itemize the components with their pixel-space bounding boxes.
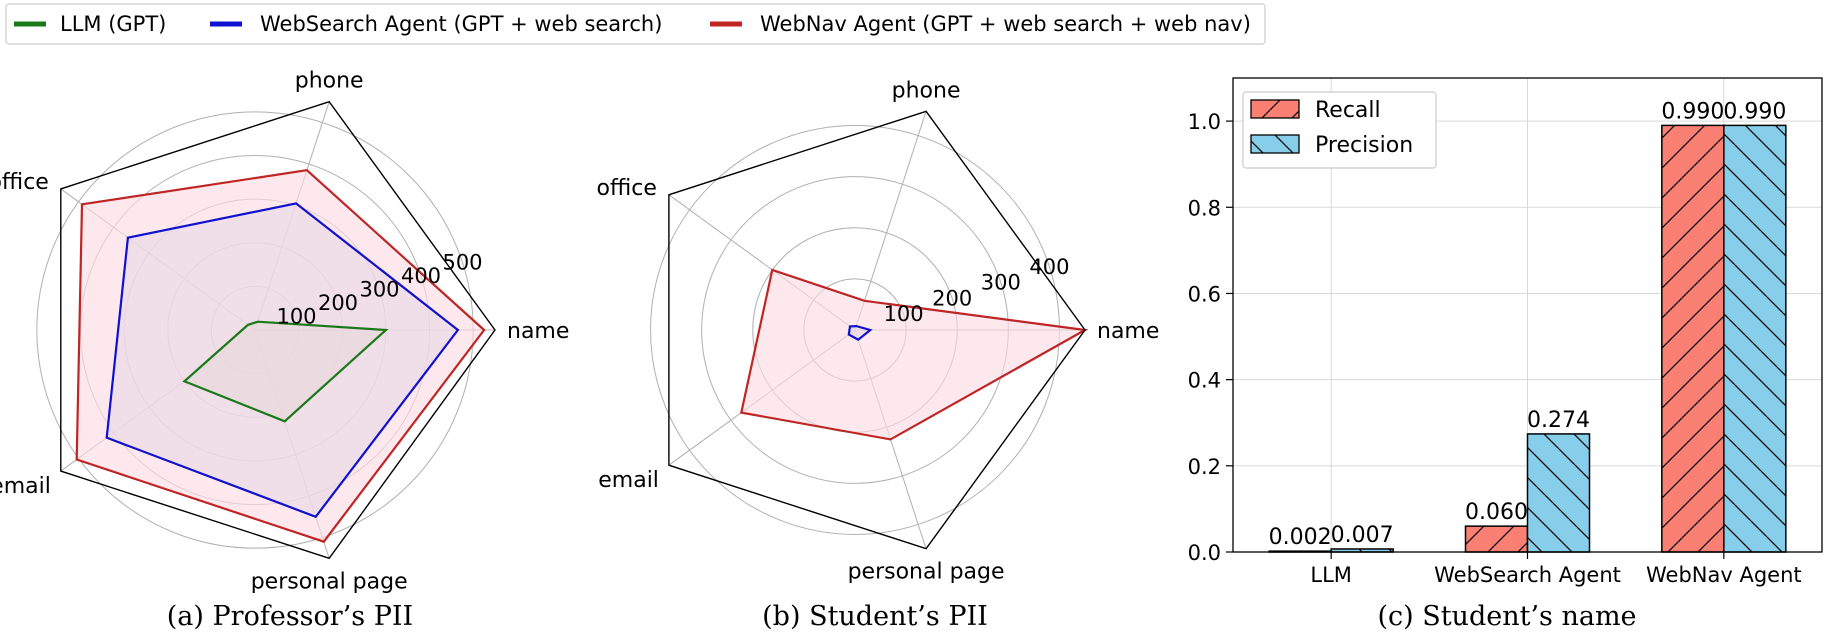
radar-line-webnav-agent-gpt-web-search-web-nav (739, 268, 1089, 441)
bar-y-tick-label: 0.6 (1188, 282, 1221, 306)
top-legend: LLM (GPT) WebSearch Agent (GPT + web sea… (5, 3, 1266, 45)
legend-label-webnav: WebNav Agent (GPT + web search + web nav… (760, 12, 1251, 36)
radar-tick-label: 100 (884, 302, 924, 326)
radar-axis-label-personal-page: personal page (251, 569, 408, 594)
caption-student-pii: (b) Student’s PII (762, 601, 988, 632)
radar-tick-label: 300 (359, 278, 399, 302)
radar-axis-label-email: email (598, 468, 659, 493)
top-legend-item-llm: LLM (GPT) (14, 12, 166, 36)
bar-x-tick-label-websearch-agent: WebSearch Agent (1434, 563, 1621, 587)
bar-y-tick-label: 0.2 (1188, 455, 1221, 479)
bar-y-tick-label: 1.0 (1188, 110, 1221, 134)
radar-tick-label: 500 (442, 251, 482, 275)
bar-legend-swatch-hatch-recall (1250, 99, 1300, 119)
top-legend-item-webnav: WebNav Agent (GPT + web search + web nav… (710, 12, 1251, 36)
radar-frame (668, 110, 1086, 550)
bar-hatch-precision-websearch-agent (1526, 433, 1591, 553)
caption-professor-pii: (a) Professor’s PII (167, 601, 413, 632)
radar-frame (60, 100, 496, 560)
radar-line-websearch-agent-gpt-web-search (847, 324, 873, 342)
radar-tick-label: 400 (1029, 255, 1069, 279)
radar-axis-label-email: email (0, 474, 51, 499)
bar-hatch-recall-webnav-agent (1661, 124, 1725, 553)
bar-hatch-recall-websearch-agent (1464, 525, 1529, 553)
bar-legend-label-recall: Recall (1315, 98, 1381, 123)
radar-tick-label: 400 (401, 264, 441, 288)
top-legend-frame (5, 3, 1266, 45)
radar-axis-label-office: office (0, 170, 49, 195)
bar-x-tick-label-webnav-agent: WebNav Agent (1646, 563, 1802, 587)
bar-data-label: 0.060 (1465, 500, 1528, 525)
bar-y-tick-label: 0.8 (1188, 196, 1221, 220)
radar-axis-label-office: office (597, 176, 657, 201)
bar-x-tick-label-llm: LLM (1310, 563, 1352, 587)
radar-line-websearch-agent-gpt-web-search (105, 202, 460, 519)
bar-legend-label-precision: Precision (1315, 133, 1413, 158)
radar-axis-label-name: name (507, 319, 569, 344)
bar-y-tick-label: 0.0 (1188, 541, 1221, 565)
bar-data-label: 0.274 (1527, 408, 1590, 433)
radar-tick-label: 100 (276, 305, 316, 329)
radar-spoke (854, 111, 927, 331)
radar-line-llm-gpt (182, 320, 389, 423)
bar-data-label: 0.990 (1723, 99, 1786, 124)
bar-data-label: 0.002 (1269, 525, 1332, 550)
bar-y-tick-label: 0.4 (1188, 369, 1221, 393)
bar-data-label: 0.007 (1331, 523, 1394, 548)
legend-label-websearch: WebSearch Agent (GPT + web search) (260, 12, 662, 36)
radar-axis-label-phone: phone (892, 78, 961, 103)
radar-tick-label: 300 (981, 271, 1021, 295)
radar-chart-student-pii: 100 200 300 400 name phone office email personal… (597, 78, 1160, 584)
bar-plot-frame (1232, 77, 1823, 553)
radar-axis-label-phone: phone (295, 69, 364, 94)
bar-legend-swatch-hatch-precision (1250, 134, 1300, 154)
bar-legend: Recall Precision (1242, 91, 1437, 169)
bar-chart-student-name: 0.0 0.2 0.4 0.6 0.8 1.0 0.002 0.007 LLM 0.060 0.27… (1188, 77, 1823, 587)
radar-axis-label-personal-page: personal page (848, 560, 1005, 585)
radar-tick-label: 200 (932, 286, 972, 310)
radar-axis-label-name: name (1097, 319, 1159, 344)
top-legend-item-websearch: WebSearch Agent (GPT + web search) (210, 12, 662, 36)
legend-label-llm: LLM (GPT) (60, 12, 166, 36)
radar-fill-webnav-agent-gpt-web-search-web-nav (76, 170, 485, 542)
caption-student-name: (c) Student’s name (1377, 601, 1636, 632)
bar-data-label: 0.990 (1661, 99, 1724, 124)
radar-line-webnav-agent-gpt-web-search-web-nav (75, 169, 486, 543)
radar-tick-label: 200 (318, 291, 358, 315)
bar-hatch-precision-webnav-agent (1723, 124, 1787, 553)
radar-fill-webnav-agent-gpt-web-search-web-nav (741, 269, 1085, 440)
